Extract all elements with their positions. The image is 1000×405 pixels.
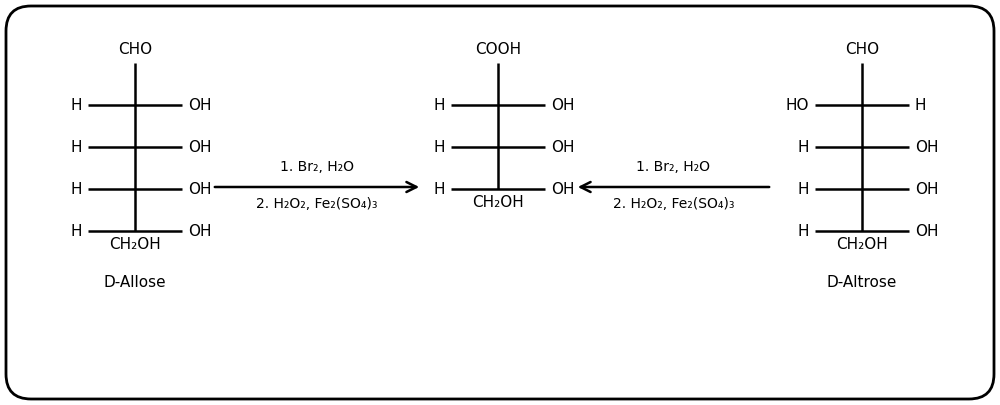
Text: H: H	[434, 98, 445, 113]
Text: D-Altrose: D-Altrose	[827, 275, 897, 290]
Text: OH: OH	[915, 224, 938, 239]
Text: 2. H₂O₂, Fe₂(SO₄)₃: 2. H₂O₂, Fe₂(SO₄)₃	[256, 197, 378, 211]
Text: H: H	[434, 181, 445, 196]
Text: OH: OH	[551, 139, 574, 154]
Text: OH: OH	[188, 139, 212, 154]
Text: CHO: CHO	[118, 42, 152, 57]
Text: COOH: COOH	[475, 42, 521, 57]
Text: CH₂OH: CH₂OH	[472, 195, 524, 210]
Text: D-Allose: D-Allose	[104, 275, 166, 290]
Text: OH: OH	[188, 224, 212, 239]
Text: H: H	[70, 98, 82, 113]
Text: OH: OH	[188, 181, 212, 196]
Text: CHO: CHO	[845, 42, 879, 57]
Text: CH₂OH: CH₂OH	[109, 237, 161, 252]
Text: OH: OH	[915, 181, 938, 196]
Text: H: H	[70, 181, 82, 196]
Text: H: H	[797, 181, 809, 196]
Text: CH₂OH: CH₂OH	[836, 237, 888, 252]
Text: 1. Br₂, H₂O: 1. Br₂, H₂O	[280, 160, 354, 174]
Text: HO: HO	[785, 98, 809, 113]
Text: OH: OH	[551, 181, 574, 196]
Text: OH: OH	[551, 98, 574, 113]
Text: H: H	[915, 98, 926, 113]
Text: 2. H₂O₂, Fe₂(SO₄)₃: 2. H₂O₂, Fe₂(SO₄)₃	[613, 197, 734, 211]
Text: OH: OH	[915, 139, 938, 154]
Text: H: H	[70, 224, 82, 239]
FancyBboxPatch shape	[6, 6, 994, 399]
Text: H: H	[434, 139, 445, 154]
Text: OH: OH	[188, 98, 212, 113]
Text: H: H	[70, 139, 82, 154]
Text: H: H	[797, 139, 809, 154]
Text: H: H	[797, 224, 809, 239]
Text: 1. Br₂, H₂O: 1. Br₂, H₂O	[637, 160, 710, 174]
